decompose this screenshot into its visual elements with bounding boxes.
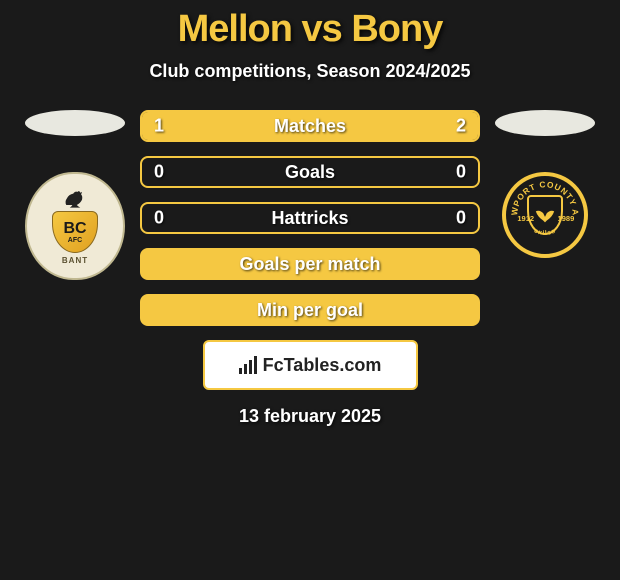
svg-text:exiles: exiles — [533, 227, 557, 237]
player-photo-right — [495, 110, 595, 136]
team-badge-right: NEWPORT COUNTY AFC exiles 1912 1989 — [502, 172, 588, 258]
stat-bar: Min per goal — [140, 294, 480, 326]
badge-right-ring: NEWPORT COUNTY AFC exiles 1912 1989 — [509, 179, 581, 251]
team-badge-left: BC AFC BANT — [25, 172, 125, 280]
stat-value-left: 1 — [154, 116, 164, 137]
stats-column: 1 2 Matches 0 0 Goals 0 0 Hattricks Goals per mat… — [140, 110, 480, 427]
stat-label: Min per goal — [257, 300, 363, 321]
stat-label: Hattricks — [271, 208, 348, 229]
stat-label: Goals — [285, 162, 335, 183]
stat-value-right: 0 — [456, 162, 466, 183]
page-title: Mellon vs Bony — [0, 8, 620, 51]
stat-value-right: 2 — [456, 116, 466, 137]
badge-left-main: BC — [63, 221, 86, 237]
rooster-icon — [61, 187, 89, 209]
team-left-shield: BC AFC — [52, 211, 98, 253]
branding-box: FcTables.com — [203, 340, 418, 390]
player-photo-left — [25, 110, 125, 136]
stat-bar: 0 0 Goals — [140, 156, 480, 188]
right-column: NEWPORT COUNTY AFC exiles 1912 1989 — [490, 110, 600, 258]
branding-text: FcTables.com — [263, 355, 382, 376]
stat-bar: 1 2 Matches — [140, 110, 480, 142]
comparison-panel: Mellon vs Bony Club competitions, Season… — [0, 0, 620, 427]
stat-value-left: 0 — [154, 162, 164, 183]
subtitle: Club competitions, Season 2024/2025 — [0, 61, 620, 82]
date-label: 13 february 2025 — [140, 406, 480, 427]
stat-label: Goals per match — [239, 254, 380, 275]
badge-left-sub: AFC — [68, 237, 82, 244]
stat-bar: 0 0 Hattricks — [140, 202, 480, 234]
svg-text:1912: 1912 — [517, 214, 534, 223]
badge-left-footer: BANT — [62, 256, 88, 265]
stat-value-right: 0 — [456, 208, 466, 229]
columns: BC AFC BANT 1 2 Matches 0 0 Goals 0 0 Hattricks G… — [0, 110, 620, 427]
bars-icon — [239, 356, 257, 374]
stat-label: Matches — [274, 116, 346, 137]
svg-text:NEWPORT COUNTY AFC: NEWPORT COUNTY AFC — [509, 179, 581, 216]
stat-bar: Goals per match — [140, 248, 480, 280]
stat-value-left: 0 — [154, 208, 164, 229]
left-column: BC AFC BANT — [20, 110, 130, 280]
svg-text:1989: 1989 — [558, 214, 575, 223]
